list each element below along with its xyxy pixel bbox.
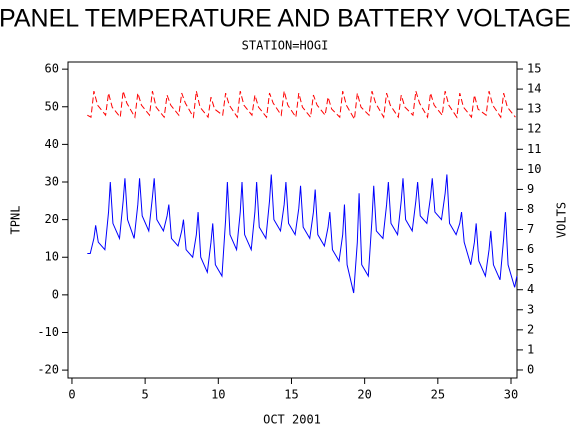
y-tick-label: 40 — [45, 137, 59, 151]
chart-subtitle: STATION=HOGI — [242, 39, 329, 53]
chart-title: PANEL TEMPERATURE AND BATTERY VOLTAGE — [0, 5, 570, 33]
y2-axis-label: VOLTS — [555, 202, 569, 238]
y2-tick-label: 13 — [527, 102, 541, 116]
series-line — [87, 90, 516, 121]
y-tick-label: 50 — [45, 99, 59, 113]
y2-tick-label: 3 — [527, 302, 534, 316]
y2-tick-label: 2 — [527, 322, 534, 336]
y-tick-label: 30 — [45, 175, 59, 189]
y2-tick-label: 0 — [527, 362, 534, 376]
x-axis-label: OCT 2001 — [263, 413, 321, 427]
x-tick-label: 30 — [504, 388, 518, 402]
series-line — [87, 174, 518, 294]
y-tick-label: -20 — [37, 363, 59, 377]
y-tick-label: -10 — [37, 325, 59, 339]
y2-tick-label: 7 — [527, 222, 534, 236]
x-tick-label: 5 — [142, 388, 149, 402]
y-axis-label: TPNL — [9, 206, 23, 235]
y2-tick-label: 1 — [527, 342, 534, 356]
y-tick-label: 0 — [52, 287, 59, 301]
y2-tick-label: 6 — [527, 242, 534, 256]
y2-tick-label: 12 — [527, 122, 541, 136]
y-tick-label: 20 — [45, 212, 59, 226]
y2-tick-label: 8 — [527, 202, 534, 216]
y-tick-label: 10 — [45, 250, 59, 264]
x-tick-label: 20 — [357, 388, 371, 402]
x-tick-label: 10 — [211, 388, 225, 402]
x-tick-label: 25 — [431, 388, 445, 402]
y-tick-label: 60 — [45, 62, 59, 76]
y2-tick-label: 9 — [527, 182, 534, 196]
x-tick-label: 15 — [284, 388, 298, 402]
y2-tick-label: 10 — [527, 162, 541, 176]
y2-tick-label: 5 — [527, 262, 534, 276]
y2-tick-label: 14 — [527, 82, 541, 96]
y2-tick-label: 11 — [527, 142, 541, 156]
y2-tick-label: 4 — [527, 282, 534, 296]
y2-tick-label: 15 — [527, 62, 541, 76]
x-tick-label: 0 — [68, 388, 75, 402]
